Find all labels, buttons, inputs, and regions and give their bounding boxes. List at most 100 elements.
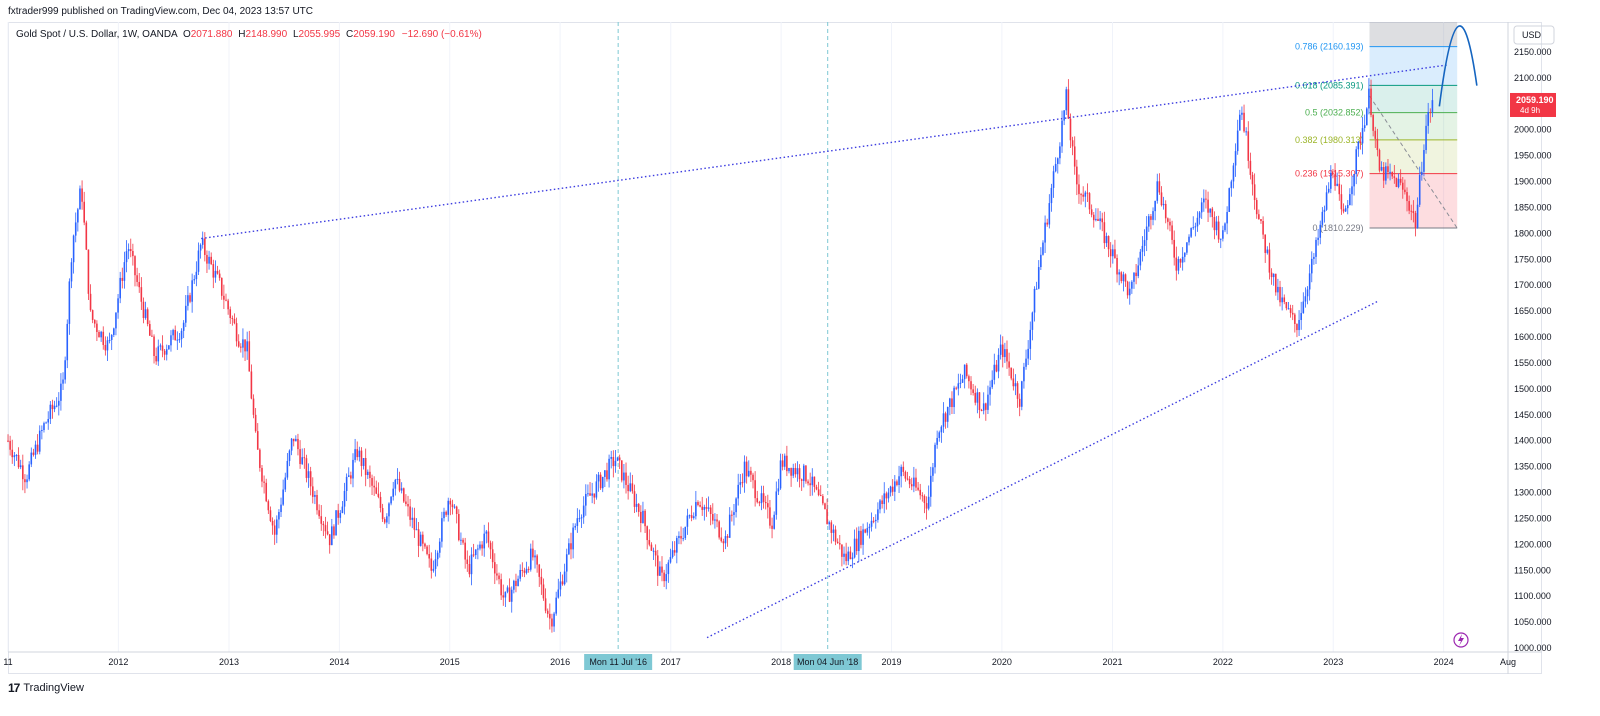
time-tick-label: 2023 xyxy=(1323,657,1343,667)
candle-body xyxy=(362,458,365,466)
candle-body xyxy=(102,331,105,345)
candle-body xyxy=(53,405,56,410)
candle-body xyxy=(578,518,581,520)
candle-body xyxy=(1285,302,1288,309)
candle-body xyxy=(711,514,714,521)
candle-body xyxy=(1251,174,1254,185)
candle-body xyxy=(32,452,35,455)
candle-body xyxy=(485,531,488,534)
candle-body xyxy=(339,512,342,518)
candles xyxy=(7,78,1434,633)
candle-body xyxy=(1302,301,1305,314)
candle-body xyxy=(24,479,26,483)
candle-body xyxy=(163,350,166,355)
fibonacci-retracement[interactable]: 0.786 (2160.193) 0.618 (2085.391) 0.5 (203… xyxy=(1295,22,1458,233)
candle-body xyxy=(1162,203,1165,206)
candle-body xyxy=(656,555,659,576)
candle-body xyxy=(858,530,860,552)
candle-body xyxy=(199,244,202,251)
candle-body xyxy=(968,376,970,382)
candle-body xyxy=(1205,198,1207,200)
candle-body xyxy=(775,491,778,515)
candle-body xyxy=(1135,272,1137,277)
candle-body xyxy=(652,550,655,552)
candle-body xyxy=(144,309,147,318)
candle-body xyxy=(678,535,680,539)
candle-body xyxy=(93,319,96,324)
candle-body xyxy=(707,507,710,509)
candle-body xyxy=(119,277,121,299)
candle-body xyxy=(326,531,329,535)
candle-body xyxy=(1363,125,1366,129)
candle-body xyxy=(618,457,621,461)
candle-body xyxy=(553,613,555,627)
candle-body xyxy=(1054,163,1057,172)
candle-body xyxy=(83,201,85,223)
candle-body xyxy=(483,533,486,549)
time-tick-label: 2020 xyxy=(992,657,1012,667)
candle-body xyxy=(834,529,837,542)
candle-body xyxy=(722,541,725,544)
candle-body xyxy=(1236,130,1239,152)
candle-body xyxy=(601,476,604,489)
candle-body xyxy=(1203,198,1205,203)
publisher-line: fxtrader999 published on TradingView.com… xyxy=(8,6,313,17)
candle-body xyxy=(1306,289,1309,297)
time-tick-label: Aug xyxy=(1500,657,1516,667)
candle-body xyxy=(282,489,284,505)
candle-body xyxy=(1253,184,1256,201)
candle-body xyxy=(1167,218,1169,222)
candle-body xyxy=(745,461,748,477)
candle-body xyxy=(762,493,765,503)
candle-body xyxy=(458,513,460,541)
candle-body xyxy=(36,444,39,452)
trendlines[interactable] xyxy=(201,64,1448,639)
candle-body xyxy=(424,543,426,547)
candle-body xyxy=(508,587,511,602)
candle-body xyxy=(1067,89,1070,119)
candle-body xyxy=(826,509,828,525)
candle-body xyxy=(142,301,145,318)
candle-body xyxy=(1385,166,1387,181)
candle-body xyxy=(449,500,452,505)
candle-body xyxy=(402,488,405,502)
candle-body xyxy=(127,249,130,252)
candle-body xyxy=(110,334,113,340)
candle-body xyxy=(1401,182,1404,190)
candle-body xyxy=(1399,178,1402,183)
candle-body xyxy=(832,529,835,533)
highlight-date-lines xyxy=(617,22,829,652)
candle-body xyxy=(197,250,200,272)
highlight-date-label: Mon 04 Jun '18 xyxy=(797,657,858,667)
candle-body xyxy=(153,336,155,357)
price-tick-label: 1750.000 xyxy=(1514,254,1552,264)
price-tick-label: 1850.000 xyxy=(1514,202,1552,212)
candle-body xyxy=(212,264,215,278)
candle-body xyxy=(781,460,784,467)
price-tick-label: 1200.000 xyxy=(1514,539,1552,549)
candle-body xyxy=(405,501,407,504)
candle-body xyxy=(350,475,352,479)
candle-body xyxy=(1389,171,1391,173)
time-tick-label: 2012 xyxy=(108,657,128,667)
candle-body xyxy=(390,496,392,504)
candle-body xyxy=(718,521,720,538)
candle-body xyxy=(1198,212,1201,218)
candle-body xyxy=(1410,210,1413,212)
candle-body xyxy=(1300,313,1302,321)
candle-body xyxy=(1014,383,1017,387)
candle-body xyxy=(1243,112,1245,132)
lightning-icon xyxy=(1453,632,1469,648)
candle-body xyxy=(637,503,640,512)
candle-body xyxy=(1109,249,1112,257)
candle-body xyxy=(386,516,388,523)
price-tick-label: 1100.000 xyxy=(1514,591,1551,601)
candle-body xyxy=(794,467,797,475)
candle-body xyxy=(369,471,371,478)
candle-body xyxy=(1010,367,1013,379)
candle-body xyxy=(1035,288,1038,290)
candle-body xyxy=(1357,141,1360,150)
candle-body xyxy=(642,510,644,523)
candle-body xyxy=(800,479,803,481)
